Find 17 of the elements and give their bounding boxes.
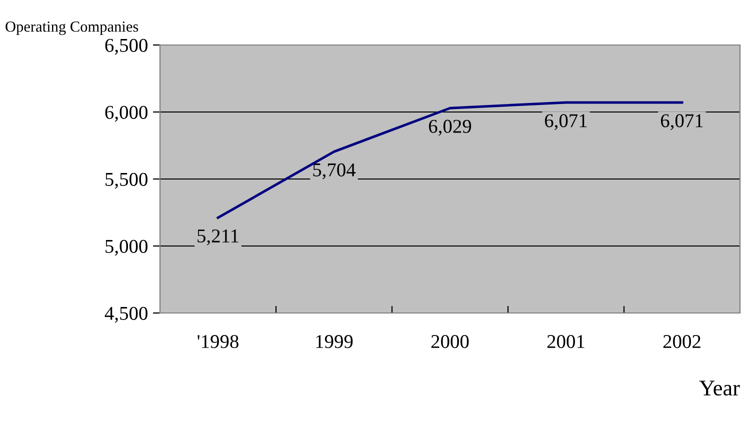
y-axis-title: Operating Companies [6,22,138,35]
text: 5,704 [313,163,356,180]
y-tick-label: 5,000 [106,240,148,256]
text: 6,071 [544,114,587,130]
text: 5,211 [198,229,238,246]
y-tick-label: 6,000 [105,106,148,122]
text: 6,029 [428,120,472,136]
x-axis-title: Year [699,380,740,396]
y-tick-label: 4,500 [104,306,148,323]
y-tick-label: 5,500 [106,172,148,189]
y-tick-label: 6,500 [105,38,148,55]
text: 6,071 [660,114,703,130]
x-tick-label: 2000 [431,335,469,348]
x-tick-label: 2002 [663,335,700,348]
x-tick-label: 1999 [316,335,353,348]
x-tick-label: 2001 [547,335,584,348]
x-tick-label: '1998 [198,335,238,348]
